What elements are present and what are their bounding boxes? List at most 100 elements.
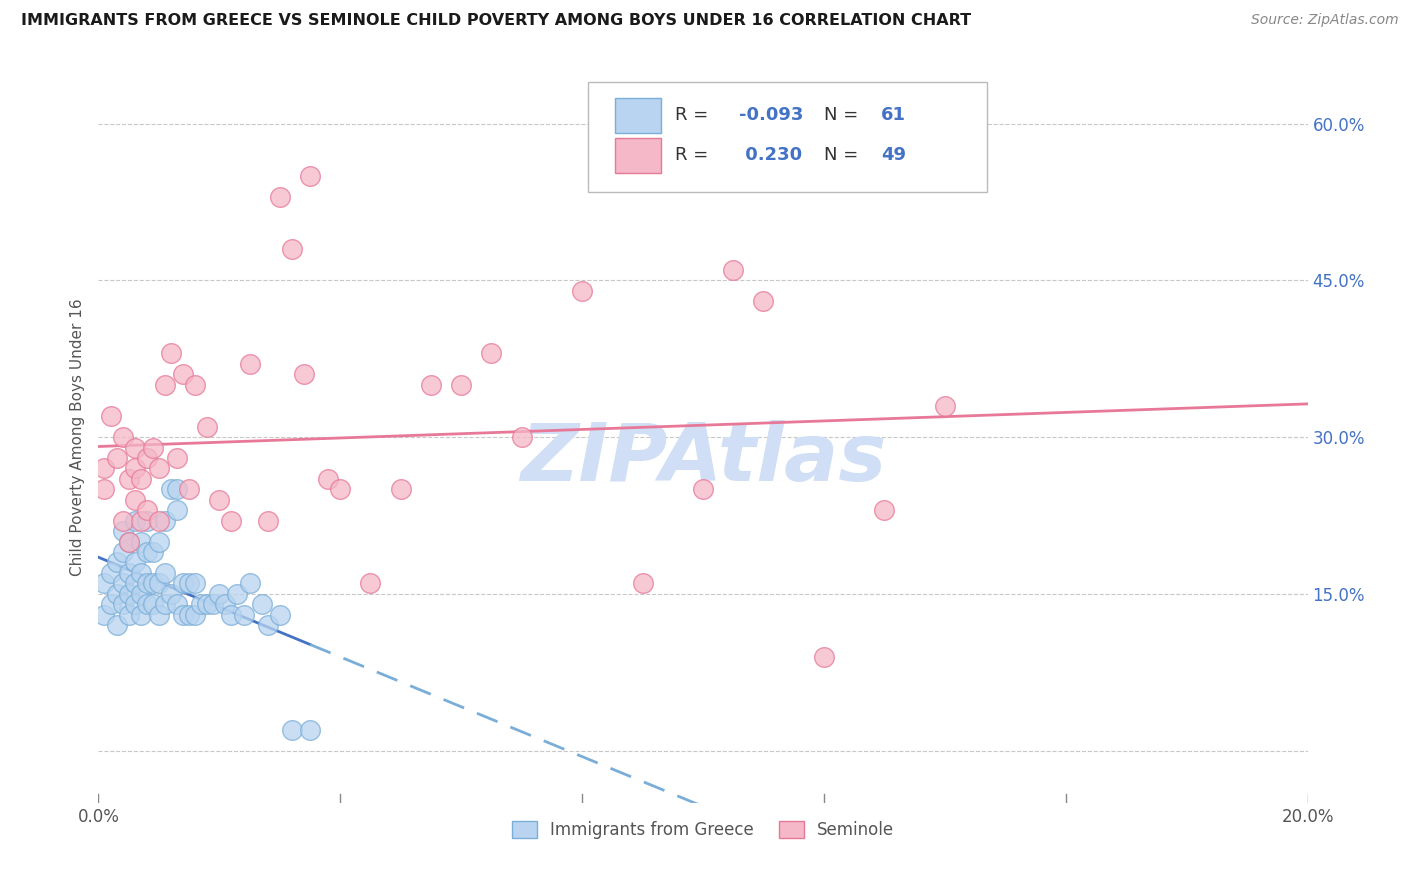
Point (135, 576, 157, 591)
Text: 0.230: 0.230 (740, 146, 803, 164)
Point (148, 576, 170, 591)
Point (450, 377, 472, 392)
Text: Source: ZipAtlas.com: Source: ZipAtlas.com (1251, 13, 1399, 28)
Point (420, 377, 443, 392)
Point (111, 514, 134, 528)
Point (153, 566, 176, 580)
Point (752, 294, 775, 309)
Point (269, 607, 291, 622)
Point (129, 514, 152, 528)
Point (105, 587, 128, 601)
Text: N =: N = (824, 146, 863, 164)
Point (129, 472, 152, 486)
Point (934, 399, 956, 413)
Point (148, 514, 170, 528)
Point (208, 587, 231, 601)
Point (111, 430, 134, 444)
Point (135, 450, 157, 465)
Point (93, 483, 115, 497)
Point (184, 576, 207, 591)
Point (160, 483, 183, 497)
Point (166, 483, 188, 497)
Point (129, 587, 152, 601)
Point (292, 368, 315, 382)
Point (100, 597, 122, 611)
Point (118, 566, 141, 580)
Point (208, 492, 231, 507)
Point (100, 566, 122, 580)
Point (221, 514, 243, 528)
Point (172, 576, 194, 591)
Point (239, 357, 262, 371)
Point (510, 430, 533, 444)
Point (148, 461, 170, 475)
Point (135, 514, 157, 528)
Text: IMMIGRANTS FROM GREECE VS SEMINOLE CHILD POVERTY AMONG BOYS UNDER 16 CORRELATION: IMMIGRANTS FROM GREECE VS SEMINOLE CHILD… (21, 13, 972, 29)
Point (129, 534, 152, 549)
Y-axis label: Child Poverty Among Boys Under 16: Child Poverty Among Boys Under 16 (70, 298, 86, 576)
Legend: Immigrants from Greece, Seminole: Immigrants from Greece, Seminole (505, 814, 901, 846)
Point (111, 545, 134, 559)
Point (124, 492, 146, 507)
Point (118, 472, 141, 486)
Point (124, 576, 146, 591)
Point (221, 607, 243, 622)
Point (214, 597, 236, 611)
Point (172, 607, 194, 622)
Bar (614, 138, 661, 173)
Point (692, 483, 714, 497)
Point (179, 483, 201, 497)
Point (93, 461, 115, 475)
Point (813, 649, 835, 664)
Point (299, 169, 322, 183)
Point (202, 597, 225, 611)
Point (256, 618, 278, 632)
Text: ZIPAtlas: ZIPAtlas (520, 420, 886, 498)
Point (129, 607, 152, 622)
Point (153, 597, 176, 611)
Point (93, 576, 115, 591)
Point (256, 514, 278, 528)
Point (93, 607, 115, 622)
Point (239, 576, 262, 591)
Point (135, 545, 157, 559)
Point (124, 441, 146, 455)
Text: R =: R = (675, 146, 714, 164)
Point (316, 472, 339, 486)
Point (148, 534, 170, 549)
Point (105, 556, 128, 570)
Point (142, 441, 165, 455)
Text: N =: N = (824, 106, 863, 124)
Point (153, 514, 176, 528)
Point (723, 263, 745, 277)
Point (481, 346, 503, 360)
Point (232, 607, 254, 622)
Point (360, 576, 382, 591)
Point (166, 450, 188, 465)
Point (571, 284, 593, 298)
Point (124, 556, 146, 570)
Point (118, 534, 141, 549)
Point (195, 597, 218, 611)
Point (124, 461, 146, 475)
Point (142, 545, 165, 559)
Point (299, 723, 322, 737)
Point (142, 597, 165, 611)
Point (142, 576, 165, 591)
Point (118, 587, 141, 601)
Point (184, 607, 207, 622)
Point (105, 450, 128, 465)
Point (160, 346, 183, 360)
Point (172, 368, 194, 382)
Point (153, 377, 176, 392)
Point (105, 618, 128, 632)
Point (269, 190, 291, 204)
Point (226, 587, 249, 601)
Point (184, 377, 207, 392)
Point (124, 597, 146, 611)
Point (329, 483, 352, 497)
FancyBboxPatch shape (588, 82, 987, 192)
Point (281, 723, 304, 737)
Point (111, 524, 134, 538)
Point (179, 607, 201, 622)
